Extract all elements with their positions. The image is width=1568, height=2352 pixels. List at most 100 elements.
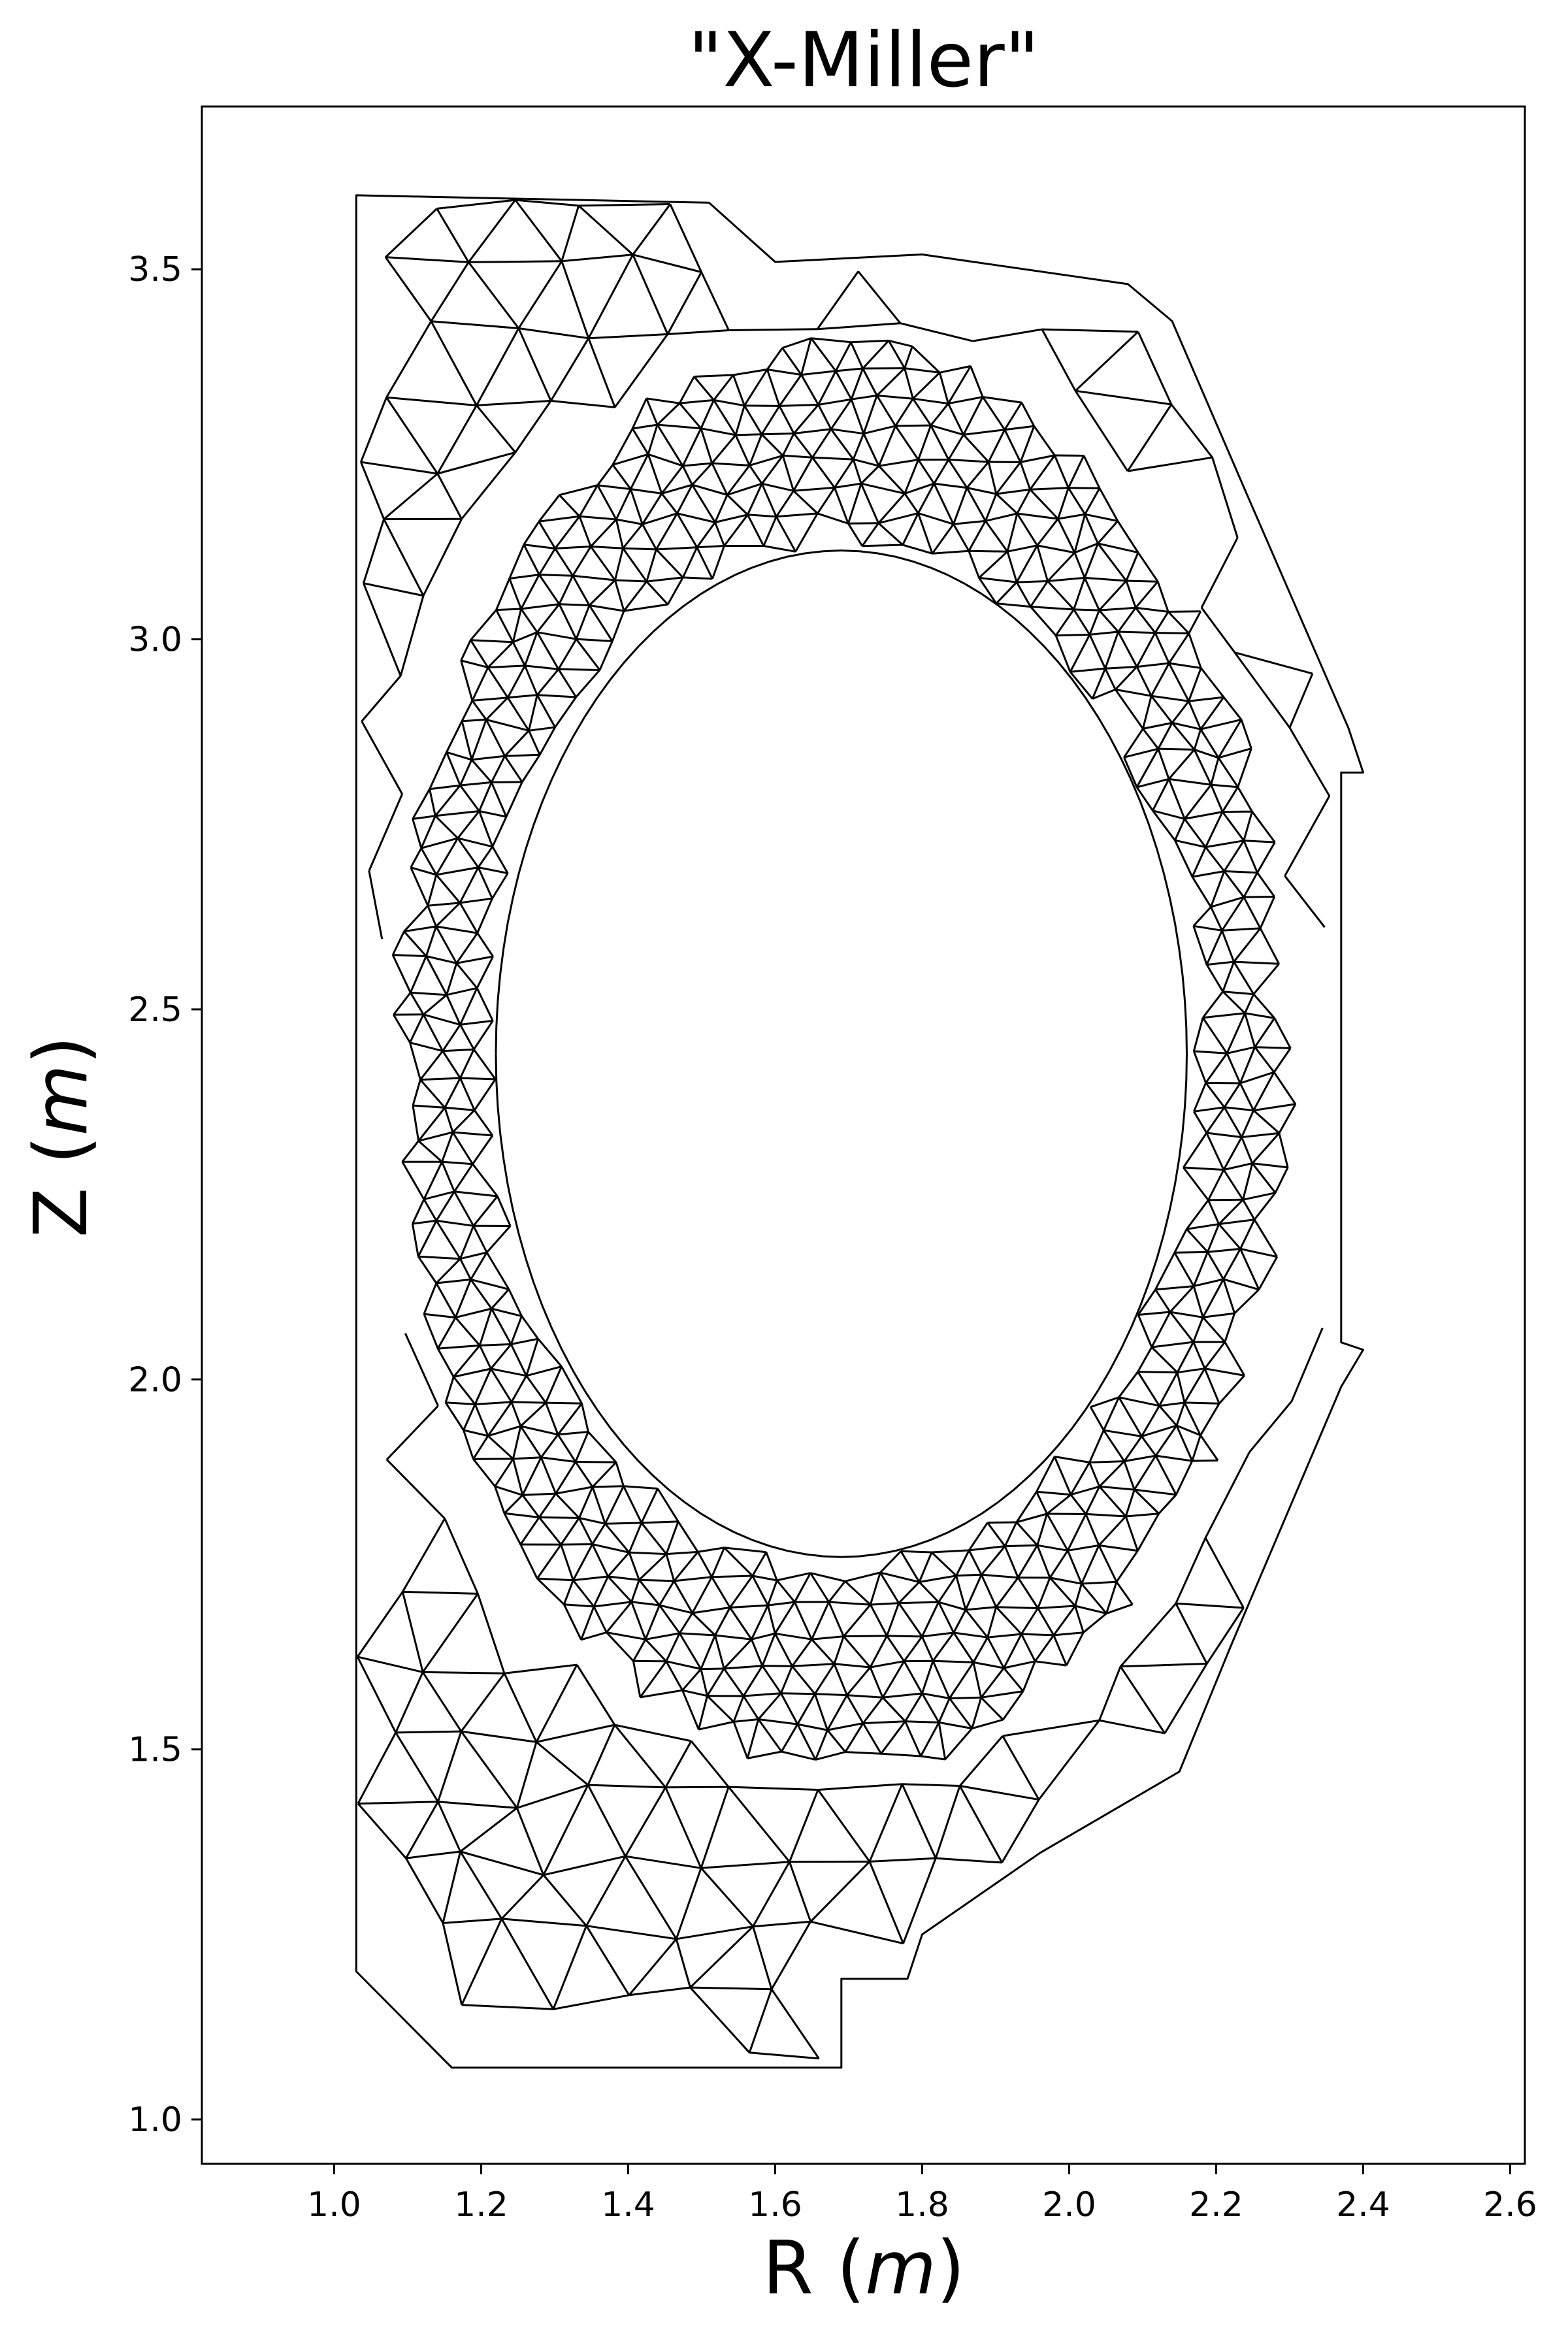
mesh-edge — [1029, 455, 1056, 491]
mesh-edge — [578, 1517, 594, 1545]
mesh-edge — [632, 254, 669, 335]
mesh-edge — [811, 457, 836, 489]
mesh-edge — [1218, 747, 1252, 759]
mesh-edge — [420, 815, 436, 849]
mesh-edge — [578, 515, 592, 547]
mesh-edge — [1085, 697, 1099, 718]
mesh-edge — [1118, 1396, 1143, 1437]
mesh-edge — [1175, 839, 1206, 849]
mesh-edge — [360, 461, 385, 520]
mesh-edge — [576, 1664, 616, 1725]
mesh-edge — [572, 546, 592, 576]
mesh-edge — [1057, 518, 1076, 553]
mesh-edge — [732, 1721, 749, 1759]
mesh-edge — [1089, 1460, 1124, 1463]
mesh-edge — [538, 494, 561, 523]
mesh-edge — [423, 1671, 505, 1674]
mesh-edge — [751, 561, 770, 569]
mesh-edge — [1192, 906, 1212, 927]
mesh-edge — [859, 1553, 878, 1558]
mesh-edge — [541, 1456, 576, 1463]
mesh-edge — [476, 956, 494, 988]
mesh-edge — [455, 1316, 481, 1347]
mesh-edge — [1005, 1544, 1037, 1548]
mesh-edge — [1168, 662, 1190, 702]
mesh-edge — [1278, 1103, 1297, 1134]
mesh-edge — [1115, 1581, 1134, 1605]
mesh-edge — [1188, 667, 1202, 702]
mesh-edge — [1047, 551, 1075, 582]
mesh-edge — [793, 486, 835, 492]
mesh-edge — [395, 1732, 439, 1803]
mesh-edge — [728, 328, 818, 331]
mesh-edge — [1243, 872, 1258, 898]
mesh-edge — [472, 696, 508, 702]
mesh-edge — [629, 489, 644, 525]
mesh-edge — [1022, 1661, 1036, 1692]
mesh-edge — [1192, 1017, 1204, 1052]
mesh-edge — [1273, 1071, 1297, 1105]
mesh-edge — [869, 1857, 936, 1863]
mesh-edge — [436, 199, 515, 210]
mesh-edge — [746, 1719, 760, 1759]
mesh-edge — [1123, 728, 1144, 759]
mesh-edge — [863, 1720, 906, 1725]
mesh-edge — [363, 583, 402, 677]
mesh-edge — [614, 1723, 692, 1742]
mesh-edge — [463, 1429, 489, 1437]
mesh-edge — [1088, 610, 1100, 635]
mesh-edge — [427, 902, 461, 907]
mesh-edge — [538, 1516, 562, 1546]
mesh-edge — [613, 547, 624, 581]
mesh-edge — [675, 1867, 702, 1940]
mesh-edge — [844, 1722, 864, 1753]
mesh-edge — [1007, 544, 1037, 553]
mesh-edge — [1175, 1603, 1208, 1665]
mesh-edge — [949, 1697, 973, 1729]
mesh-edge — [1030, 606, 1074, 611]
mesh-edge — [1138, 1311, 1171, 1316]
mesh-edge — [470, 1279, 493, 1309]
mesh-edge — [1162, 873, 1171, 899]
mesh-edge — [1139, 1282, 1151, 1306]
mesh-edge — [1222, 927, 1261, 932]
mesh-edge — [383, 472, 438, 520]
mesh-edge — [459, 1807, 518, 1853]
mesh-edge — [913, 561, 932, 569]
mesh-edge — [921, 1660, 934, 1694]
mesh-edge — [592, 1485, 624, 1488]
mesh-edge — [1154, 1455, 1177, 1495]
mesh-edge — [1104, 631, 1120, 669]
mesh-edge — [1081, 1544, 1100, 1584]
mesh-edge — [693, 376, 715, 401]
mesh-edge — [1234, 651, 1313, 675]
mesh-edge — [540, 1457, 557, 1494]
mesh-edge — [1178, 949, 1184, 975]
mesh-edge — [472, 1435, 489, 1460]
mesh-edge — [972, 1662, 983, 1698]
mesh-edge — [1223, 1083, 1241, 1108]
mesh-edge — [1150, 662, 1170, 696]
mesh-edge — [623, 581, 647, 612]
mesh-edge — [780, 1723, 798, 1752]
mesh-edge — [521, 1494, 540, 1518]
mesh-edge — [581, 1403, 589, 1432]
mesh-edge — [770, 1988, 820, 2059]
mesh-edge — [792, 404, 819, 434]
mesh-edge — [1083, 577, 1100, 611]
mesh-edge — [1074, 390, 1129, 472]
mesh-edge — [1036, 545, 1049, 581]
mesh-edge — [815, 1693, 847, 1697]
mesh-edge — [817, 370, 837, 406]
mesh-edge — [761, 1665, 782, 1694]
mesh-edge — [1058, 513, 1085, 520]
mesh-edge — [862, 1697, 884, 1724]
mesh-edge — [664, 1740, 693, 1788]
mesh-edge — [742, 1665, 764, 1697]
mesh-edge — [1047, 576, 1085, 582]
mesh-edge — [706, 1668, 725, 1697]
mesh-edge — [781, 347, 802, 376]
mesh-edge — [995, 1576, 1019, 1608]
mesh-edge — [964, 1512, 983, 1525]
mesh-edge — [778, 405, 795, 434]
